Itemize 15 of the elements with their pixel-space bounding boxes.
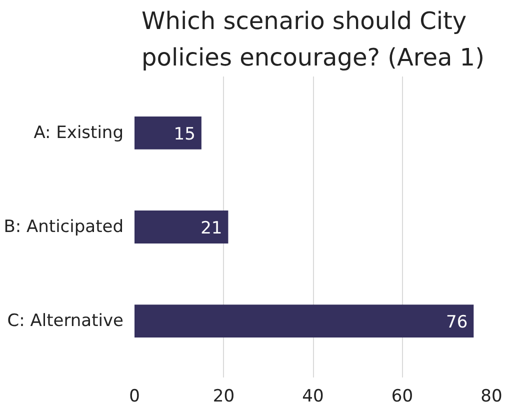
data-label: 21 [200,218,222,238]
chart-title: Which scenario should City policies encourage? (Area 1) [142,7,484,72]
bar [134,210,228,244]
y-tick-label: C: Alternative [7,311,124,332]
x-tick-label: 0 [129,386,140,404]
bar [134,304,474,338]
data-label: 76 [446,312,468,333]
data-label: 15 [174,124,196,144]
bar [134,116,202,150]
y-tick-label: A: Existing [34,122,124,143]
x-tick-label: 80 [480,386,502,404]
y-tick-label: B: Anticipated [4,217,124,237]
x-tick-label: 40 [302,386,324,404]
x-tick-label: 60 [391,386,414,404]
x-tick-label: 20 [212,386,235,404]
